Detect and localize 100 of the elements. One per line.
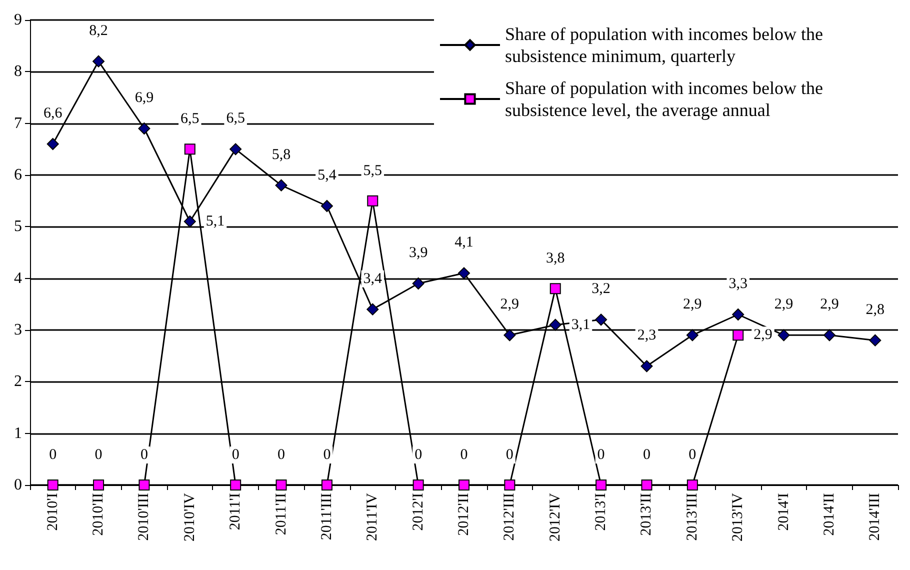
x-tick-label: 2010'II [90,493,107,536]
point [47,480,58,490]
data-label: 0 [414,447,422,463]
point [320,200,333,212]
data-label: 5,5 [363,162,382,179]
data-label: 0 [642,447,650,463]
data-label: 6,5 [226,110,245,127]
point [869,334,882,346]
point [732,330,744,341]
x-tick-label: 2014'I [776,493,792,531]
x-tick-label: 2012'III [502,493,518,541]
y-tick-label: 4 [14,270,22,287]
x-tick-label: 2013'II [638,493,655,536]
data-label: 0 [688,447,696,463]
point [778,329,790,342]
data-label: 0 [94,447,102,463]
point [504,480,516,490]
legend-label: Share of population with incomes below the subsistence minimum, quarterly [505,24,828,66]
point [93,480,104,490]
x-tick-label: 2010'IV [182,492,198,542]
point [138,122,150,134]
y-tick-label: 1 [14,424,22,442]
point [321,480,332,490]
data-label: 6,9 [134,90,154,106]
point [550,283,561,294]
data-label: 0 [597,447,605,463]
data-label: 2,3 [637,328,656,344]
data-label: 3,8 [546,250,565,267]
y-tick-label: 7 [14,114,22,132]
data-label: 5,4 [318,168,337,184]
x-tick-label: 2013'IV [730,492,746,542]
data-label: 3,1 [571,316,590,333]
point [641,480,652,490]
data-label: 2,9 [500,296,520,313]
point [640,360,653,372]
data-label: 6,6 [43,106,63,122]
y-tick-label: 0 [14,476,22,494]
point [367,195,378,206]
legend-label: Share of population with incomes below the subsistence level, the average annual [505,78,828,120]
x-tick-label: 2012'II [456,493,472,536]
data-label: 2,9 [820,296,839,313]
y-tick-label: 5 [14,218,22,236]
point [412,480,424,490]
data-label: 3,4 [363,270,383,287]
point [138,480,150,490]
x-tick-label: 2014'III [867,493,884,541]
point [184,216,196,228]
point [823,329,836,342]
data-label: 2,8 [866,302,885,318]
data-label: 5,1 [206,214,225,230]
point [92,55,105,68]
data-label: 8,2 [89,22,108,39]
x-tick-label: 2014'II [821,493,838,536]
x-tick-label: 2011'III [318,493,335,540]
point [275,179,288,192]
point [184,144,196,155]
point [732,308,744,320]
data-label: 2,9 [683,296,702,313]
data-label: 3,2 [592,281,610,298]
data-label: 0 [140,447,148,463]
point [686,329,698,342]
point [596,480,607,490]
data-label: 0 [323,447,331,463]
point [458,480,470,490]
y-tick-label: 2 [14,373,22,390]
x-tick-label: 2011'I [228,493,244,530]
y-tick-label: 8 [14,63,22,80]
point [504,329,516,342]
data-label: 2,9 [774,296,794,313]
data-label: 0 [278,447,286,463]
data-label: 5,8 [272,146,291,163]
point [549,318,562,331]
y-tick-label: 3 [14,322,22,338]
x-tick-label: 2013'I [593,493,610,531]
point [595,314,608,326]
data-label: 3,9 [408,245,428,261]
x-tick-label: 2011'II [273,493,290,536]
point [276,480,287,490]
point [46,138,59,150]
data-label: 4,1 [454,234,474,251]
x-tick-label: 2013'III [684,493,700,541]
point [458,267,470,280]
point [412,278,424,290]
data-label: 2,9 [754,327,772,344]
point [230,143,242,156]
data-label: 0 [460,447,468,463]
data-label: 3,3 [728,276,748,292]
x-tick-label: 2012'I [410,493,426,531]
data-label: 0 [49,447,57,463]
y-tick-label: 9 [14,12,22,28]
x-tick-label: 2010'I [44,493,61,531]
point [686,480,698,490]
x-tick-label: 2011'IV [364,492,381,541]
data-label: 0 [232,447,240,463]
point [366,303,379,316]
data-label: 0 [506,447,514,463]
y-tick-label: 6 [14,166,22,184]
data-label: 6,5 [180,111,200,128]
x-tick-label: 2010'III [136,493,152,541]
x-tick-label: 2012'IV [547,492,564,542]
